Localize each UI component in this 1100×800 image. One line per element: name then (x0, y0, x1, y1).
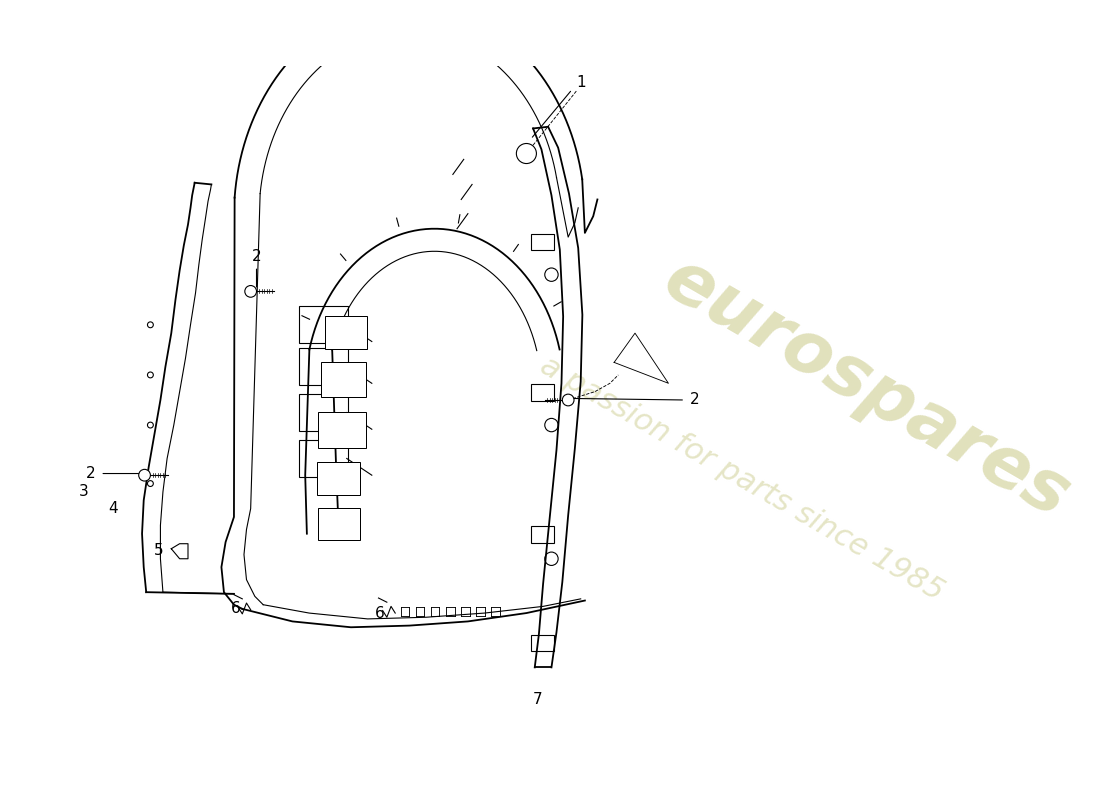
Text: 2: 2 (691, 393, 700, 407)
FancyBboxPatch shape (324, 316, 366, 349)
FancyBboxPatch shape (299, 348, 349, 385)
FancyBboxPatch shape (321, 362, 366, 397)
FancyBboxPatch shape (530, 526, 554, 543)
Text: 6: 6 (375, 606, 385, 621)
FancyBboxPatch shape (530, 384, 554, 401)
Text: 1: 1 (576, 75, 585, 90)
Text: 5: 5 (154, 543, 164, 558)
Text: a passion for parts since 1985: a passion for parts since 1985 (535, 351, 948, 606)
FancyBboxPatch shape (299, 394, 349, 431)
Text: 6: 6 (231, 602, 241, 616)
FancyBboxPatch shape (530, 634, 554, 651)
Circle shape (245, 286, 256, 298)
Text: 3: 3 (79, 485, 88, 499)
Text: 2: 2 (86, 466, 95, 481)
Circle shape (139, 470, 151, 481)
Text: 4: 4 (108, 501, 118, 516)
FancyBboxPatch shape (318, 412, 366, 449)
FancyBboxPatch shape (299, 440, 349, 477)
Text: 7: 7 (532, 692, 542, 706)
FancyBboxPatch shape (317, 462, 360, 495)
Text: 2: 2 (252, 249, 262, 264)
Circle shape (562, 394, 574, 406)
FancyBboxPatch shape (299, 306, 349, 343)
Text: eurospares: eurospares (651, 244, 1081, 532)
FancyBboxPatch shape (530, 234, 554, 250)
FancyBboxPatch shape (318, 508, 360, 539)
